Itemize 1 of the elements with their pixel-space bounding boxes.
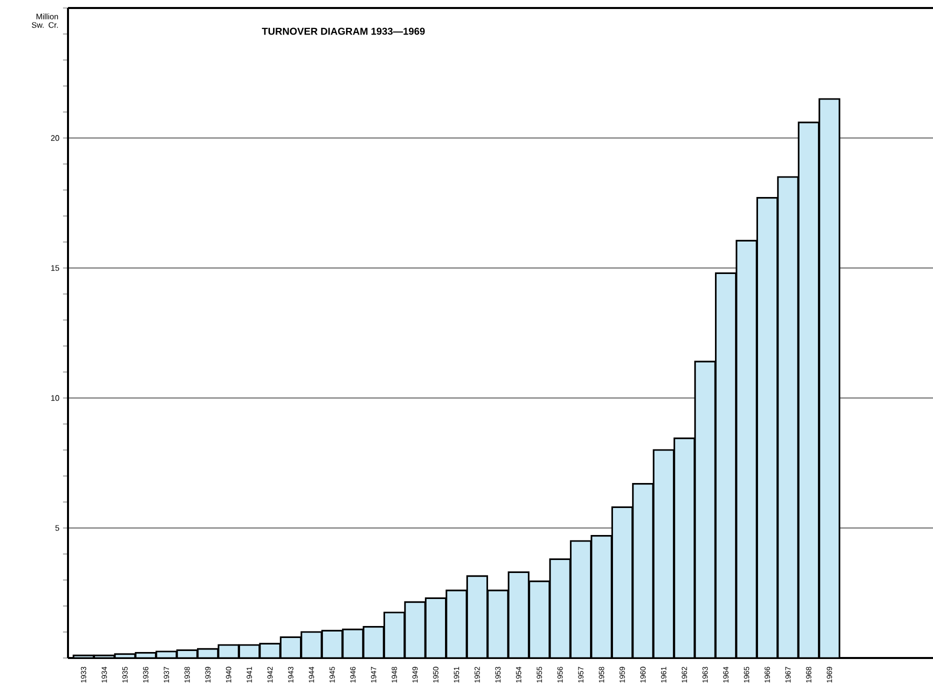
text: TURNOVER DIAGRAM 1933—1969 (262, 28, 425, 35)
